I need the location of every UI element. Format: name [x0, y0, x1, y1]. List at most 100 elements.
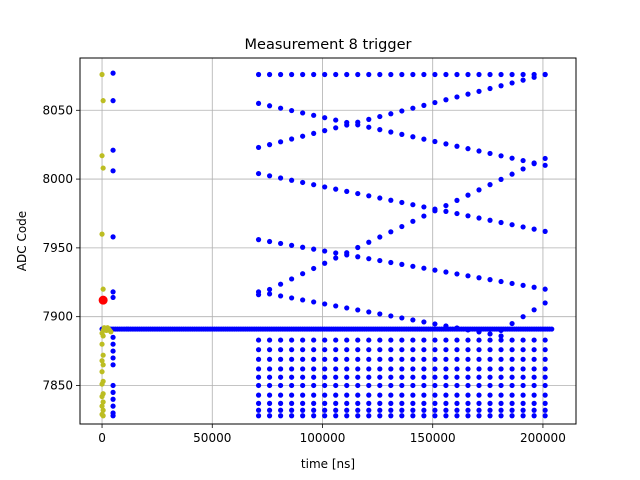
data-point	[255, 237, 262, 243]
data-point	[255, 356, 262, 362]
data-point	[344, 305, 350, 311]
data-point	[531, 337, 537, 343]
data-point	[366, 374, 372, 380]
data-point	[465, 382, 471, 389]
data-point	[322, 337, 328, 343]
data-point	[255, 407, 262, 413]
data-point	[509, 347, 515, 353]
data-point	[300, 374, 306, 380]
data-point	[399, 71, 405, 78]
data-point	[509, 71, 515, 78]
data-point	[377, 366, 383, 372]
data-point	[110, 355, 116, 361]
data-point	[542, 413, 548, 419]
data-point	[99, 358, 105, 364]
data-point	[520, 347, 526, 353]
data-point	[443, 202, 449, 209]
data-point	[366, 347, 372, 353]
data-point	[366, 309, 372, 315]
data-point	[99, 341, 105, 347]
data-point	[266, 392, 273, 398]
data-point	[498, 347, 504, 353]
data-point	[520, 407, 526, 413]
data-point	[421, 366, 427, 372]
data-point	[344, 347, 350, 353]
data-point	[278, 281, 284, 287]
data-point	[487, 71, 493, 78]
data-point	[465, 71, 471, 78]
data-point	[99, 393, 105, 400]
data-point	[278, 347, 284, 353]
data-point	[110, 403, 116, 409]
data-point	[487, 382, 493, 389]
data-point	[100, 165, 106, 171]
data-point	[465, 327, 471, 333]
data-point	[377, 356, 383, 362]
data-point	[476, 187, 482, 193]
y-tick-label: 8050	[42, 103, 73, 117]
data-point	[355, 356, 361, 362]
data-point	[520, 314, 526, 320]
data-point	[465, 366, 471, 372]
data-point	[289, 374, 295, 380]
data-point	[509, 366, 515, 372]
data-point	[355, 337, 361, 343]
data-point	[110, 382, 116, 389]
data-point	[388, 392, 394, 398]
data-point	[289, 107, 295, 114]
data-point	[333, 382, 339, 389]
data-point	[520, 366, 526, 372]
y-tick-label: 7900	[42, 310, 73, 324]
data-point	[388, 197, 394, 203]
data-point	[509, 280, 515, 287]
data-point	[432, 374, 438, 380]
data-point	[542, 162, 548, 168]
data-point	[110, 234, 116, 240]
data-point	[520, 392, 526, 398]
data-point	[255, 347, 262, 353]
data-point	[388, 356, 394, 362]
data-point	[355, 382, 361, 389]
data-point	[388, 413, 394, 419]
data-point	[255, 71, 262, 78]
data-point	[549, 326, 555, 332]
data-point	[266, 347, 273, 353]
data-point	[100, 413, 106, 419]
data-point	[289, 71, 295, 78]
data-point	[399, 392, 405, 398]
data-point	[344, 382, 350, 389]
data-point	[487, 392, 493, 398]
data-point	[300, 400, 306, 406]
data-point	[311, 130, 317, 137]
data-point	[454, 366, 460, 372]
data-point	[542, 337, 548, 343]
data-point	[399, 374, 405, 380]
data-point	[454, 94, 460, 100]
data-point	[542, 356, 548, 362]
data-point	[509, 382, 515, 389]
data-point	[366, 124, 372, 130]
data-point	[399, 407, 405, 413]
data-point	[377, 407, 383, 413]
data-point	[266, 238, 273, 245]
data-point	[410, 134, 416, 140]
data-point	[388, 407, 394, 413]
data-point	[110, 362, 116, 368]
data-point	[465, 192, 471, 198]
data-point	[99, 369, 105, 375]
data-point	[366, 337, 372, 343]
data-point	[476, 275, 482, 281]
data-point	[266, 71, 273, 78]
data-point	[300, 179, 306, 186]
data-point	[454, 413, 460, 419]
data-point	[300, 244, 306, 250]
data-point	[110, 413, 116, 419]
data-point	[531, 356, 537, 362]
data-point	[100, 362, 106, 368]
data-point	[289, 366, 295, 372]
data-point	[377, 337, 383, 343]
data-point	[454, 407, 460, 413]
data-point	[421, 407, 427, 413]
data-point	[333, 366, 339, 372]
data-point	[476, 407, 482, 413]
